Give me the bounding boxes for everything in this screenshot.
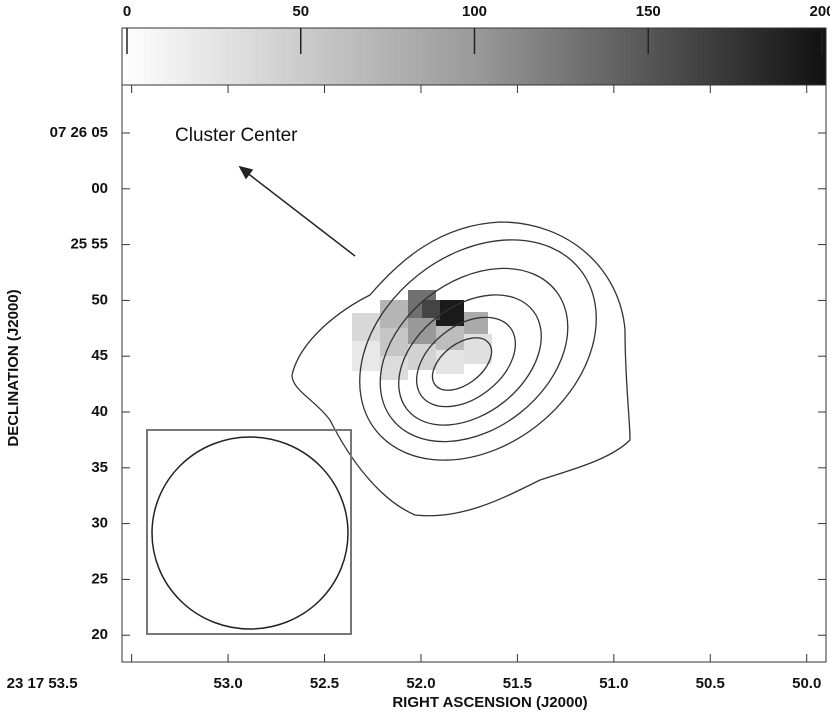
x-tick-label: 52.0 xyxy=(406,675,435,692)
x-tick-label: 50.5 xyxy=(696,675,725,692)
x-axis-label: RIGHT ASCENSION (J2000) xyxy=(392,694,587,711)
y-tick-label: 20 xyxy=(91,626,108,643)
y-axis-label: DECLINATION (J2000) xyxy=(5,289,22,446)
beam xyxy=(146,429,352,635)
x-tick-label: 53.0 xyxy=(213,675,242,692)
y-tick-label: 30 xyxy=(91,515,108,532)
x-tick-label: 52.5 xyxy=(310,675,339,692)
colorbar-tick-label: 100 xyxy=(462,3,487,20)
x-tick-label: 50.0 xyxy=(792,675,821,692)
contours xyxy=(291,221,631,517)
y-tick-label: 00 xyxy=(91,180,108,197)
y-tick-label: 25 55 xyxy=(70,236,108,253)
x-tick-label: 23 17 53.5 xyxy=(7,675,78,692)
colorbar-tick-label: 50 xyxy=(292,3,309,20)
y-tick-label: 50 xyxy=(91,291,108,308)
y-tick-label: 35 xyxy=(91,459,108,476)
colorbar-tick-label: 0 xyxy=(123,3,131,20)
y-tick-label: 07 26 05 xyxy=(50,124,108,141)
x-tick-label: 51.0 xyxy=(599,675,628,692)
y-tick-label: 40 xyxy=(91,403,108,420)
annotation: Cluster Center xyxy=(175,125,298,146)
colorbar-tick-label: 200 xyxy=(809,3,830,20)
y-tick-label: 45 xyxy=(91,347,108,364)
arrow xyxy=(238,165,356,257)
plot-frame xyxy=(121,84,827,663)
x-tick-label: 51.5 xyxy=(503,675,532,692)
y-tick-label: 25 xyxy=(91,570,108,587)
colorbar-tick-label: 150 xyxy=(636,3,661,20)
